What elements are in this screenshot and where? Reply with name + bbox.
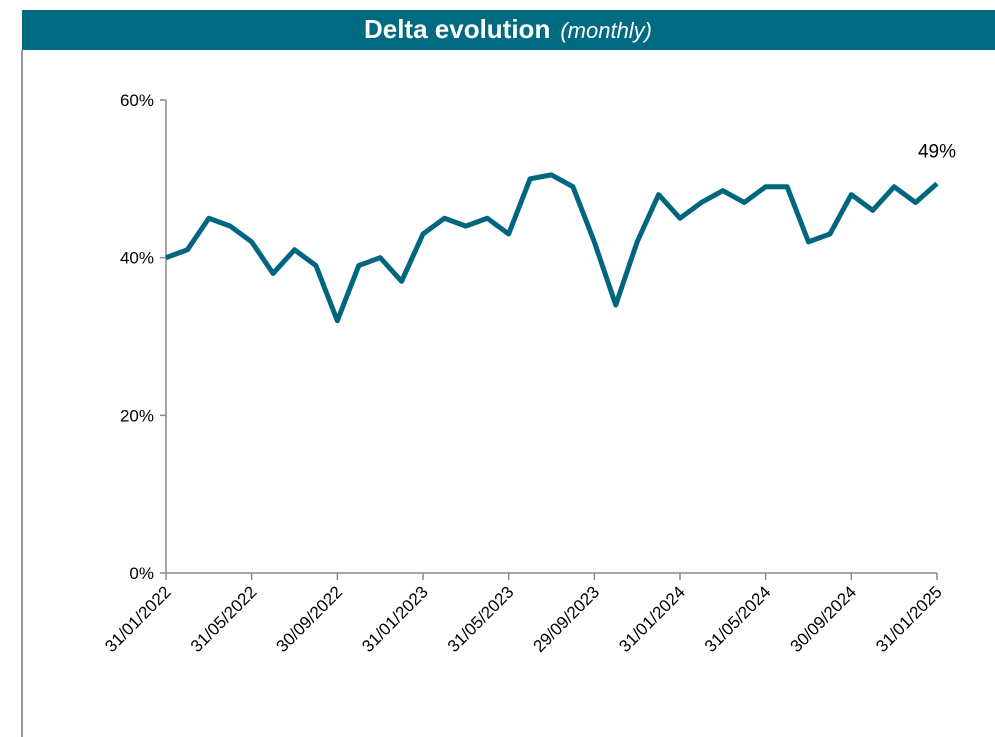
x-tick-label: 31/05/2023 bbox=[444, 582, 518, 656]
y-tick-label: 40% bbox=[120, 249, 154, 268]
title-group: Delta evolution (monthly) bbox=[364, 14, 652, 44]
x-tick-label: 31/01/2024 bbox=[615, 582, 689, 656]
chart-title: Delta evolution bbox=[364, 14, 550, 44]
x-tick-label: 31/01/2025 bbox=[872, 582, 946, 656]
x-tick-label: 30/09/2024 bbox=[787, 582, 861, 656]
x-tick-label: 30/09/2022 bbox=[273, 582, 347, 656]
data-label: 49% bbox=[918, 142, 956, 163]
x-tick-label: 31/05/2024 bbox=[701, 582, 775, 656]
title-bar bbox=[22, 10, 995, 50]
x-tick-label: 31/01/2023 bbox=[358, 582, 432, 656]
chart-subtitle: (monthly) bbox=[560, 18, 652, 43]
y-tick-label: 20% bbox=[120, 406, 154, 425]
x-tick-label: 31/01/2022 bbox=[101, 582, 175, 656]
x-tick-label: 29/09/2023 bbox=[530, 582, 604, 656]
y-tick-label: 0% bbox=[129, 564, 154, 583]
line-series bbox=[165, 172, 939, 324]
y-tick-label: 60% bbox=[120, 91, 154, 110]
x-tick-label: 31/05/2022 bbox=[187, 582, 261, 656]
